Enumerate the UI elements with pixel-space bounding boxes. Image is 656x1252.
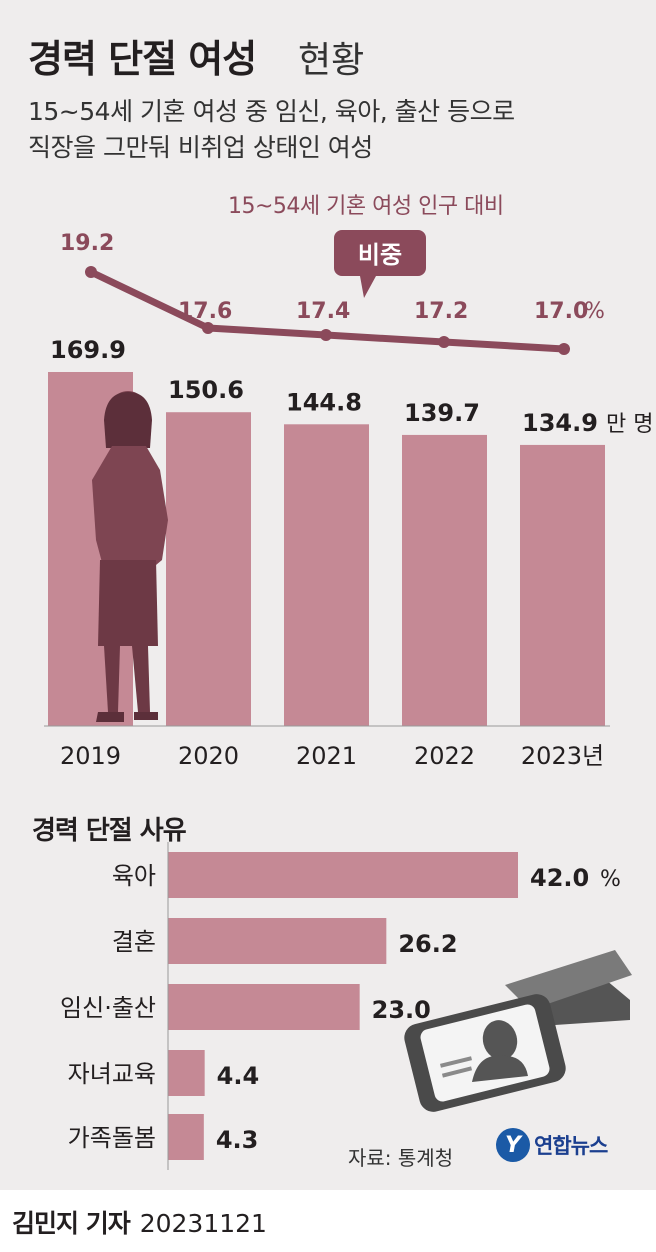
share-value-label: 17.0	[534, 299, 588, 324]
publish-date: 20231121	[139, 1209, 267, 1238]
yonhap-logo: Y 연합뉴스	[496, 1128, 608, 1162]
reason-category-label: 임신·출산	[60, 994, 156, 1022]
credit-line: 김민지 기자 20231121	[12, 1204, 267, 1240]
subtitle-line-2: 직장을 그만둬 비취업 상태인 여성	[28, 133, 373, 162]
reasons-chart-title: 경력 단절 사유	[32, 816, 187, 846]
share-value-label: 17.4	[296, 299, 350, 324]
x-tick-label: 2021	[296, 742, 357, 770]
bar-value-label: 139.7	[404, 399, 480, 427]
x-tick-label: 2020	[178, 742, 239, 770]
reason-bar-결혼	[168, 918, 387, 964]
x-tick-label: 2023년	[521, 742, 604, 770]
bar-2022	[402, 434, 487, 726]
bar-unit-label: 만 명	[606, 412, 653, 437]
reason-bar-가족돌봄	[168, 1114, 204, 1160]
share-callout-label: 비중	[358, 241, 402, 269]
share-point	[202, 322, 214, 334]
reason-category-label: 결혼	[112, 928, 156, 956]
page-title-suffix: 현황	[298, 40, 365, 81]
reason-value-label: 42.0	[530, 864, 589, 892]
reason-value-label: 23.0	[372, 996, 431, 1024]
reason-category-label: 육아	[112, 862, 156, 890]
share-value-label: 19.2	[60, 231, 114, 256]
subtitle-line-1: 15~54세 기혼 여성 중 임신, 육아, 출산 등으로	[28, 97, 515, 126]
x-tick-label: 2022	[414, 742, 475, 770]
id-badge-icon	[404, 950, 632, 1112]
bar-value-label: 134.9	[522, 409, 598, 437]
share-unit-label: %	[584, 299, 605, 324]
reason-category-label: 가족돌봄	[68, 1124, 156, 1152]
reason-value-label: 4.3	[216, 1126, 259, 1154]
share-value-label: 17.2	[414, 299, 468, 324]
reason-bar-자녀교육	[168, 1050, 205, 1096]
share-point	[320, 329, 332, 341]
share-point	[85, 266, 97, 278]
line-series-title: 15~54세 기혼 여성 인구 대비	[228, 194, 504, 219]
share-callout-bubble	[334, 230, 426, 298]
reason-category-label: 자녀교육	[68, 1060, 156, 1088]
reason-unit-label: %	[600, 867, 621, 892]
reason-value-label: 4.4	[217, 1062, 260, 1090]
bar-2023년	[520, 444, 605, 726]
reason-value-label: 26.2	[398, 930, 457, 958]
share-value-label: 17.6	[178, 299, 232, 324]
bar-value-label: 169.9	[50, 336, 126, 364]
x-tick-label: 2019	[60, 742, 121, 770]
bar-2021	[284, 424, 369, 726]
share-point	[558, 343, 570, 355]
bar-2020	[166, 412, 251, 726]
page-title: 경력 단절 여성	[28, 37, 257, 81]
bar-value-label: 144.8	[286, 388, 362, 416]
reason-bar-임신·출산	[168, 984, 360, 1030]
bar-value-label: 150.6	[168, 376, 244, 404]
reason-bar-육아	[168, 852, 518, 898]
source-note: 자료: 통계청	[348, 1146, 454, 1170]
share-point	[438, 336, 450, 348]
chart-svg: 169.9 2019 150.6 2020 144.8 2021 139.7 2022 134.…	[44, 230, 653, 1170]
woman-silhouette-icon	[92, 391, 168, 722]
yonhap-logo-name: 연합뉴스	[534, 1134, 608, 1158]
yonhap-logo-mark: Y	[496, 1128, 530, 1162]
author-name: 김민지 기자	[12, 1209, 131, 1238]
